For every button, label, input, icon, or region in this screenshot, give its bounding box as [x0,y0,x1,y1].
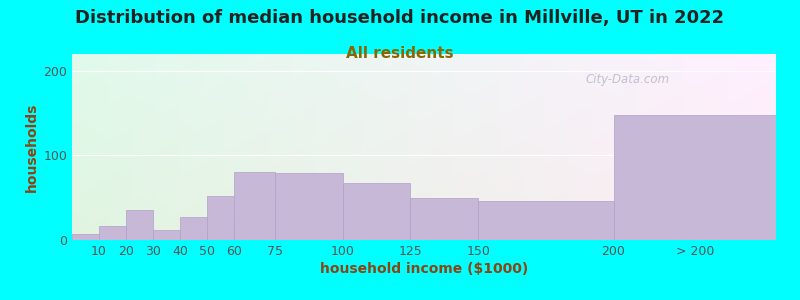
Bar [99,226,126,240]
Bar [478,201,614,240]
X-axis label: household income ($1000): household income ($1000) [320,262,528,276]
Bar [234,172,275,240]
Bar [180,217,207,240]
Bar [207,196,234,240]
Bar [72,234,99,240]
Bar [342,183,410,240]
Bar [614,115,776,240]
Y-axis label: households: households [25,102,39,192]
Bar [154,230,180,240]
Bar [275,173,342,240]
Text: City-Data.com: City-Data.com [586,73,670,85]
Text: All residents: All residents [346,46,454,62]
Text: Distribution of median household income in Millville, UT in 2022: Distribution of median household income … [75,9,725,27]
Bar [126,210,154,240]
Bar [410,198,478,240]
